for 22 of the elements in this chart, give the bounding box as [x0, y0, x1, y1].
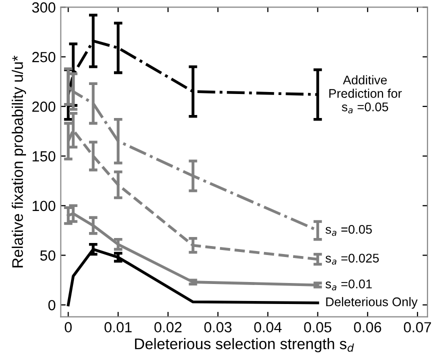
- x-tick-label: 0.02: [154, 322, 182, 332]
- y-tick-label: 200: [32, 102, 56, 112]
- series-label: s$_{a}$ =0.025: [326, 254, 379, 265]
- x-tick-label: 0.07: [404, 322, 431, 332]
- series-label: s$_{a}$ =0.05: [326, 224, 372, 236]
- y-tick-label: 50: [40, 250, 56, 261]
- y-tick-label: 0: [48, 300, 56, 310]
- y-tick-label: 300: [32, 2, 56, 13]
- y-tick-label: 250: [32, 52, 56, 62]
- legend-label: Deleterious Only: [326, 297, 418, 309]
- y-tick-label: 150: [32, 151, 56, 162]
- y-axis-title: Relative fixation probability u/u*: [12, 56, 26, 268]
- y-tick-label: 100: [32, 200, 56, 212]
- x-tick-label: 0.05: [304, 322, 332, 332]
- x-tick-label: 0.03: [204, 322, 232, 332]
- series-label: Additive Prediction for s$_{a}$ =0.05: [329, 75, 402, 114]
- x-tick-label: 0.01: [104, 322, 132, 332]
- x-tick-label: 0.06: [354, 322, 382, 332]
- x-tick-label: 0: [64, 322, 72, 332]
- x-tick-label: 0.04: [254, 322, 282, 332]
- series-label: s$_{a}$ =0.01: [326, 280, 372, 290]
- x-axis-title: Deleterious selection strength s$_{d}$: [135, 338, 354, 352]
